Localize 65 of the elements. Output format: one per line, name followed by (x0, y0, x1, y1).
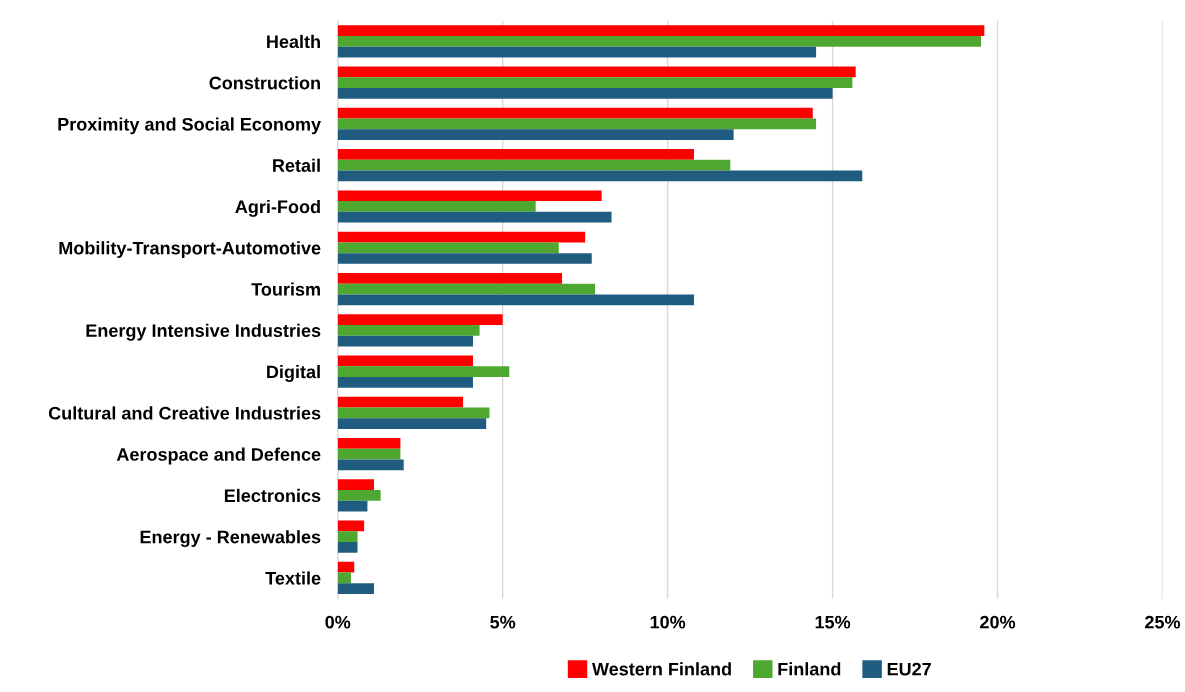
bar (337, 107, 813, 119)
bar (337, 396, 464, 408)
y-tick-label: Retail (273, 158, 320, 172)
bar (337, 77, 853, 89)
bar (337, 88, 833, 99)
y-tick-label: Energy Intensive Industries (86, 323, 321, 341)
x-tick-label: 10% (650, 615, 686, 629)
bar (337, 242, 559, 254)
y-tick-label: Textile (265, 571, 321, 585)
bar (337, 190, 602, 202)
bar (337, 448, 401, 460)
bar (337, 201, 536, 212)
y-tick-label: Agri-Food (235, 199, 320, 217)
bar (337, 129, 734, 141)
y-tick-label: Mobility-Transport-Automotive (59, 241, 321, 259)
y-tick-label: Proximity and Social Economy (58, 117, 321, 135)
x-tick-label: 20% (980, 615, 1016, 629)
y-tick-label: Health (267, 34, 320, 49)
x-tick-label: 0% (325, 615, 351, 629)
bar (337, 211, 612, 223)
bar (337, 355, 473, 367)
bar (337, 335, 473, 347)
legend-label: EU27 (887, 662, 931, 676)
y-tick-label: Cultural and Creative Industries (48, 406, 321, 420)
bar (337, 418, 487, 429)
bar (337, 253, 592, 264)
y-tick-label: Construction (209, 76, 320, 90)
y-tick-label: Energy - Renewables (140, 530, 321, 548)
legend-label: Western Finland (591, 662, 731, 676)
bar (337, 438, 401, 449)
bar (337, 170, 863, 182)
bar (337, 149, 695, 160)
x-tick-label: 25% (1145, 615, 1181, 629)
y-tick-label: Aerospace and Defence (116, 447, 321, 465)
bar (337, 583, 375, 595)
bar (337, 407, 490, 419)
bar (337, 500, 368, 512)
y-tick-label: Tourism (251, 282, 320, 296)
bar (337, 572, 351, 584)
bar (337, 561, 355, 573)
y-tick-label: Digital (267, 365, 320, 382)
bar (337, 272, 563, 284)
bar (337, 324, 480, 336)
legend-label: Finland (778, 662, 841, 676)
bar (337, 366, 510, 377)
bar (337, 159, 731, 171)
bar (337, 36, 982, 47)
bar (337, 314, 503, 325)
bar (337, 231, 586, 243)
bar (337, 118, 817, 130)
bar (337, 459, 404, 471)
bar (337, 376, 473, 388)
bar (337, 283, 596, 295)
bar (337, 479, 375, 491)
bar (337, 25, 985, 37)
bar (337, 542, 358, 553)
bar (337, 66, 856, 78)
bar (337, 294, 695, 306)
x-tick-label: 15% (815, 615, 851, 629)
bar (337, 520, 365, 532)
bar (337, 46, 817, 58)
x-tick-label: 5% (490, 615, 516, 629)
bar (337, 531, 358, 543)
bar (337, 490, 381, 501)
y-tick-label: Electronics (224, 488, 321, 503)
